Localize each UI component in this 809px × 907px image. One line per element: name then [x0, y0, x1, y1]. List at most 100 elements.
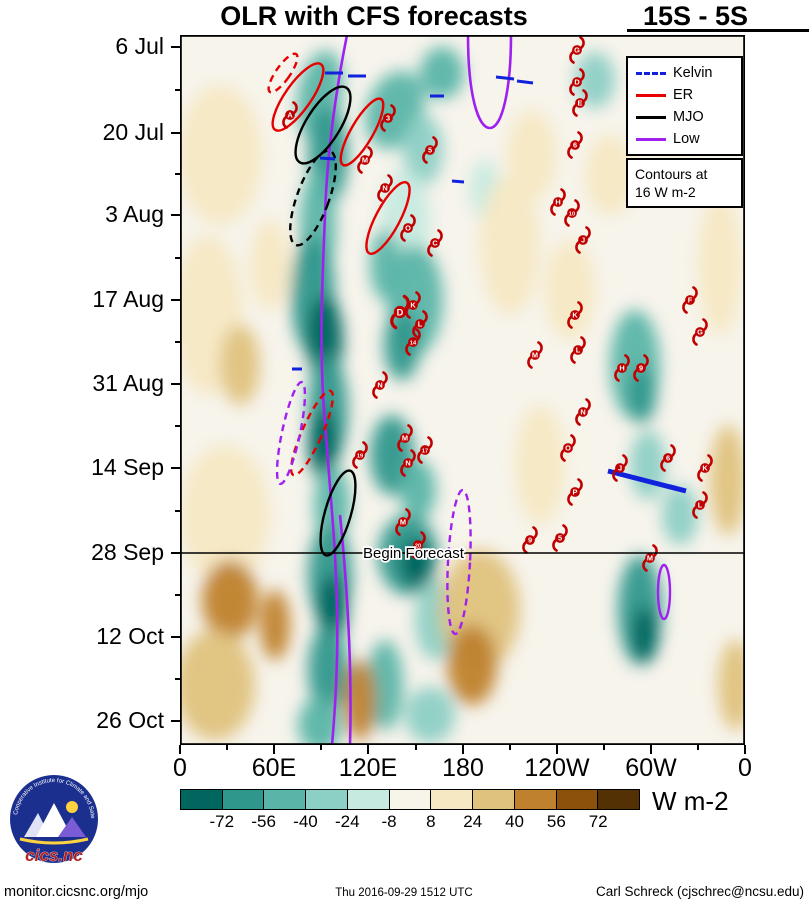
legend-label: ER [673, 87, 694, 103]
tropical-cyclone-icon: K [697, 454, 713, 482]
storm-id-label: O [565, 444, 571, 453]
colorbar-cell [430, 790, 473, 809]
tropical-cyclone-icon: L [692, 491, 708, 519]
tropical-cyclone-icon: K [567, 301, 583, 329]
storm-id-label: L [576, 346, 581, 355]
x-minor-tick [414, 745, 417, 750]
tropical-cyclone-icon: 9 [633, 354, 649, 382]
plot-frame [180, 35, 745, 745]
storm-id-label: K [702, 464, 708, 473]
tropical-cyclone-icon: A [282, 101, 298, 129]
colorbar [180, 789, 640, 810]
x-minor-tick [509, 745, 511, 750]
colorbar-tick-label: 72 [588, 812, 608, 831]
olr-anomaly-blob [515, 405, 565, 525]
storm-id-label: G [574, 46, 580, 55]
mjo-wave-contour [294, 85, 352, 165]
olr-anomaly-blob [202, 560, 258, 640]
kelvin-wave-contour [607, 468, 687, 494]
y-tick-label: 20 Jul [102, 119, 164, 145]
storm-id-label: M [532, 351, 538, 360]
storm-id-label: L [698, 501, 703, 510]
storm-id-label: E [578, 99, 583, 108]
y-minor-tick [175, 341, 180, 343]
x-tick-label: 0 [738, 754, 752, 782]
tropical-cyclone-icon: M [395, 508, 411, 536]
legend-label: Low [673, 131, 700, 147]
er-wave-contour [339, 97, 385, 167]
x-tick [744, 745, 746, 754]
tropical-cyclone-icon: M [527, 341, 543, 369]
storm-id-label: 3 [386, 114, 390, 123]
er-line-sample-icon [636, 93, 666, 97]
x-tick-label: 120W [524, 754, 590, 782]
storm-id-label: 17 [422, 449, 428, 455]
tropical-cyclone-icon: M [357, 146, 373, 174]
y-tick-label: 14 Sep [91, 454, 164, 480]
x-minor-tick [320, 745, 322, 750]
colorbar-cell [513, 790, 556, 809]
legend-box: Kelvin ER MJO Low [626, 56, 743, 156]
tropical-cyclone-icon: 10 [564, 199, 580, 227]
tropical-cyclone-icon: N [575, 398, 591, 426]
y-tick [171, 46, 180, 48]
y-tick-label: 31 Aug [92, 370, 164, 396]
x-tick [179, 745, 181, 754]
low-wave-contour [275, 380, 307, 486]
storm-id-label: D [397, 307, 404, 317]
storm-id-label: 5 [428, 146, 432, 155]
colorbar-tick-label: -40 [293, 812, 318, 831]
legend-item-low: Low [630, 128, 739, 150]
storm-id-label: 6 [573, 141, 577, 150]
olr-anomaly-blob [250, 220, 290, 310]
y-minor-tick [175, 256, 180, 259]
chart-title: OLR with CFS forecasts [220, 1, 528, 31]
contour-note-line1: Contours at [635, 166, 708, 182]
storm-id-label: L [418, 320, 423, 329]
olr-anomaly-blob [632, 607, 658, 663]
tropical-cyclone-icon: J [612, 454, 628, 482]
olr-anomaly-blob [628, 367, 656, 423]
tropical-cyclone-icon: L [570, 336, 586, 364]
tropical-cyclone-icon: M [397, 424, 413, 452]
x-tick-label: 60W [625, 754, 677, 782]
colorbar-tick-label: -8 [381, 812, 397, 831]
tropical-cyclone-icon: F [682, 286, 698, 314]
kelvin-wave-contour [516, 79, 534, 85]
storm-id-label: 5 [558, 534, 562, 543]
olr-anomaly-blob [585, 135, 635, 215]
olr-anomaly-blob [698, 195, 742, 335]
colorbar-tick-label: -56 [251, 812, 276, 831]
colorbar-tick-label: -72 [209, 812, 235, 831]
tropical-cyclone-icon: 5 [422, 136, 438, 164]
tropical-cyclone-icon: C [427, 229, 443, 257]
olr-anomaly-blob [420, 47, 464, 99]
storm-id-label: J [618, 464, 622, 473]
tropical-cyclone-icon: K [405, 291, 421, 319]
mjo-line-sample-icon [636, 115, 666, 119]
storm-id-label: M [647, 554, 653, 563]
olr-anomaly-blob [507, 110, 557, 200]
footer-url: monitor.cicsnc.org/mjo [4, 884, 149, 900]
olr-anomaly-blob [220, 325, 260, 405]
storm-id-label: F [688, 296, 693, 305]
storm-id-label: 20 [415, 544, 421, 550]
kelvin-wave-contour [451, 179, 465, 184]
storm-id-label: H [619, 364, 624, 373]
y-minor-tick [175, 509, 180, 512]
tropical-cyclone-icon: G [569, 36, 585, 64]
legend-item-er: ER [630, 84, 739, 106]
y-tick-label: 6 Jul [115, 33, 164, 59]
colorbar-cell [388, 790, 431, 809]
footer-credit: Carl Schreck (cjschrec@ncsu.edu) [595, 884, 804, 899]
colorbar-cell [305, 790, 347, 809]
storm-id-label: M [400, 518, 406, 527]
y-tick-label: 3 Aug [105, 201, 164, 227]
storm-id-label: K [572, 311, 578, 320]
x-tick [273, 745, 275, 754]
x-tick-label: 120E [338, 754, 398, 782]
y-tick [171, 720, 180, 722]
tropical-cyclone-icon: N [377, 174, 393, 202]
colorbar-tick-label: 24 [463, 812, 483, 831]
